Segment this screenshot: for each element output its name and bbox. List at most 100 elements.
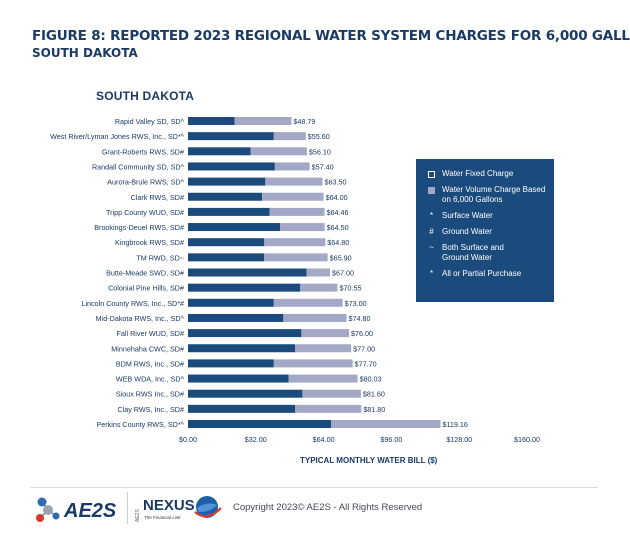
value-label: $63.50 [325,178,347,187]
bar-fixed-charge [188,404,295,413]
category-label: Butte-Meade SWD, SD# [106,269,184,278]
legend-item: * Surface Water [428,211,546,221]
bar-volume-charge [262,192,324,201]
value-label: $64.50 [327,223,349,232]
category-label: Sioux RWS Inc., SD# [116,390,184,399]
category-label: Tripp County WUD, SD# [106,208,184,217]
value-label: $67.00 [332,269,354,278]
value-label: $81.60 [363,390,385,399]
bar-volume-charge [273,132,306,141]
value-label: $64.00 [326,193,348,202]
legend-item: Water Fixed Charge [428,169,546,179]
bar-fixed-charge [188,389,303,398]
x-tick-label: $96.00 [380,435,402,444]
chart-legend: Water Fixed Charge Water Volume Charge Ba… [416,159,554,302]
category-label: Fall River WUD, SD# [117,329,185,338]
legend-symbol: * [429,269,434,278]
figure-title: FIGURE 8: REPORTED 2023 REGIONAL WATER S… [32,28,630,44]
bar-volume-charge [264,238,326,247]
value-label: $81.80 [363,405,385,414]
bar-fixed-charge [188,132,274,141]
bar-fixed-charge [188,298,274,307]
value-label: $76.00 [351,329,373,338]
bar-volume-charge [302,389,361,398]
bar-fixed-charge [188,223,281,232]
category-label: TM RWD, SD~ [136,253,184,262]
value-label: $77.00 [353,344,375,353]
bar-volume-charge [250,147,307,156]
logo-separator [127,492,128,524]
bar-volume-charge [300,283,338,292]
legend-item: # Ground Water [428,227,546,237]
bar-fixed-charge [188,374,289,383]
bar-fixed-charge [188,253,265,262]
ae2s-logo: AE2S [36,497,117,522]
x-tick-label: $128.00 [446,435,472,444]
category-label: Lincoln County RWS, Inc., SD*# [81,299,184,308]
legend-swatch-volume [428,186,435,194]
bar-volume-charge [265,177,323,186]
bar-fixed-charge [188,313,284,322]
bar-volume-charge [331,420,441,428]
bar-chart: Rapid Valley SD, SD^ $48.79 West River/Lym… [50,117,540,465]
chart-title: SOUTH DAKOTA [96,89,195,103]
legend-label: All or Partial Purchase [442,269,522,278]
bar-fixed-charge [188,344,295,353]
legend-symbol: # [429,227,434,236]
bar-fixed-charge [188,359,274,368]
category-label: Grant-Roberts RWS, SD# [102,147,184,156]
bar-fixed-charge [188,192,263,201]
category-label: Clark RWS, SD# [131,193,184,202]
legend-label: Ground Water [442,227,492,236]
bar-volume-charge [273,359,353,368]
value-label: $80.03 [360,375,382,384]
category-label: Minnehaha CWC, SD# [111,344,184,353]
bar-volume-charge [234,117,292,125]
bar-volume-charge [288,374,358,383]
footer-divider [30,487,598,488]
bar-volume-charge [280,223,325,232]
bar-fixed-charge [188,420,332,428]
legend-symbol: ~ [429,243,434,252]
ae2s-logo-text: AE2S [63,500,117,522]
bar-volume-charge [301,329,350,338]
category-label: BDM RWS, Inc., SD# [116,359,184,368]
value-label: $77.70 [355,359,377,368]
value-label: $48.79 [293,117,315,126]
bar-volume-charge [264,253,328,262]
category-label: Kingbrook RWS, SD# [115,238,184,247]
bar-volume-charge [306,268,330,277]
value-label: $56.10 [309,147,331,156]
x-tick-label: $32.00 [245,435,267,444]
x-tick-label: $64.00 [313,435,335,444]
value-label: $73.00 [345,299,367,308]
bar-fixed-charge [188,283,301,292]
bar-volume-charge [273,298,343,307]
category-label: Perkins County RWS, SD*^ [96,420,184,429]
value-label: $55.60 [308,132,330,141]
ae2s-molecule-icon [36,497,60,522]
category-label: Colonial Pine Hills, SD# [108,284,184,293]
bar-fixed-charge [188,207,270,216]
bar-fixed-charge [188,268,307,277]
figure-subtitle: SOUTH DAKOTA [32,46,138,60]
nexus-prefix: AE2S [135,509,141,522]
bar-fixed-charge [188,238,265,247]
legend-label: Water Fixed Charge [442,169,514,178]
legend-item: Water Volume Charge Based on 6,000 Gallon… [428,185,546,205]
nexus-tagline: The Financial Link [144,515,181,520]
ae2s-nexus-logo: AE2S NEXUS The Financial Link [135,496,222,522]
nexus-logo-text: NEXUS [143,497,195,514]
x-axis-title: TYPICAL MONTHLY WATER BILL ($) [300,456,438,465]
bar-volume-charge [283,313,347,322]
legend-item: * All or Partial Purchase [428,269,546,279]
legend-label: Water Volume Charge Based on 6,000 Gallon… [442,185,546,204]
category-label: Rapid Valley SD, SD^ [115,117,185,126]
value-label: $70.55 [339,284,361,293]
category-label: Brookings-Deuel RWS, SD# [94,223,184,232]
copyright-text: Copyright 2023© AE2S - All Rights Reserv… [233,502,423,513]
x-tick-label: $160.00 [514,435,540,444]
legend-item: ~ Both Surface and Ground Water [428,243,546,263]
globe-icon [194,496,222,518]
bar-volume-charge [269,207,325,216]
